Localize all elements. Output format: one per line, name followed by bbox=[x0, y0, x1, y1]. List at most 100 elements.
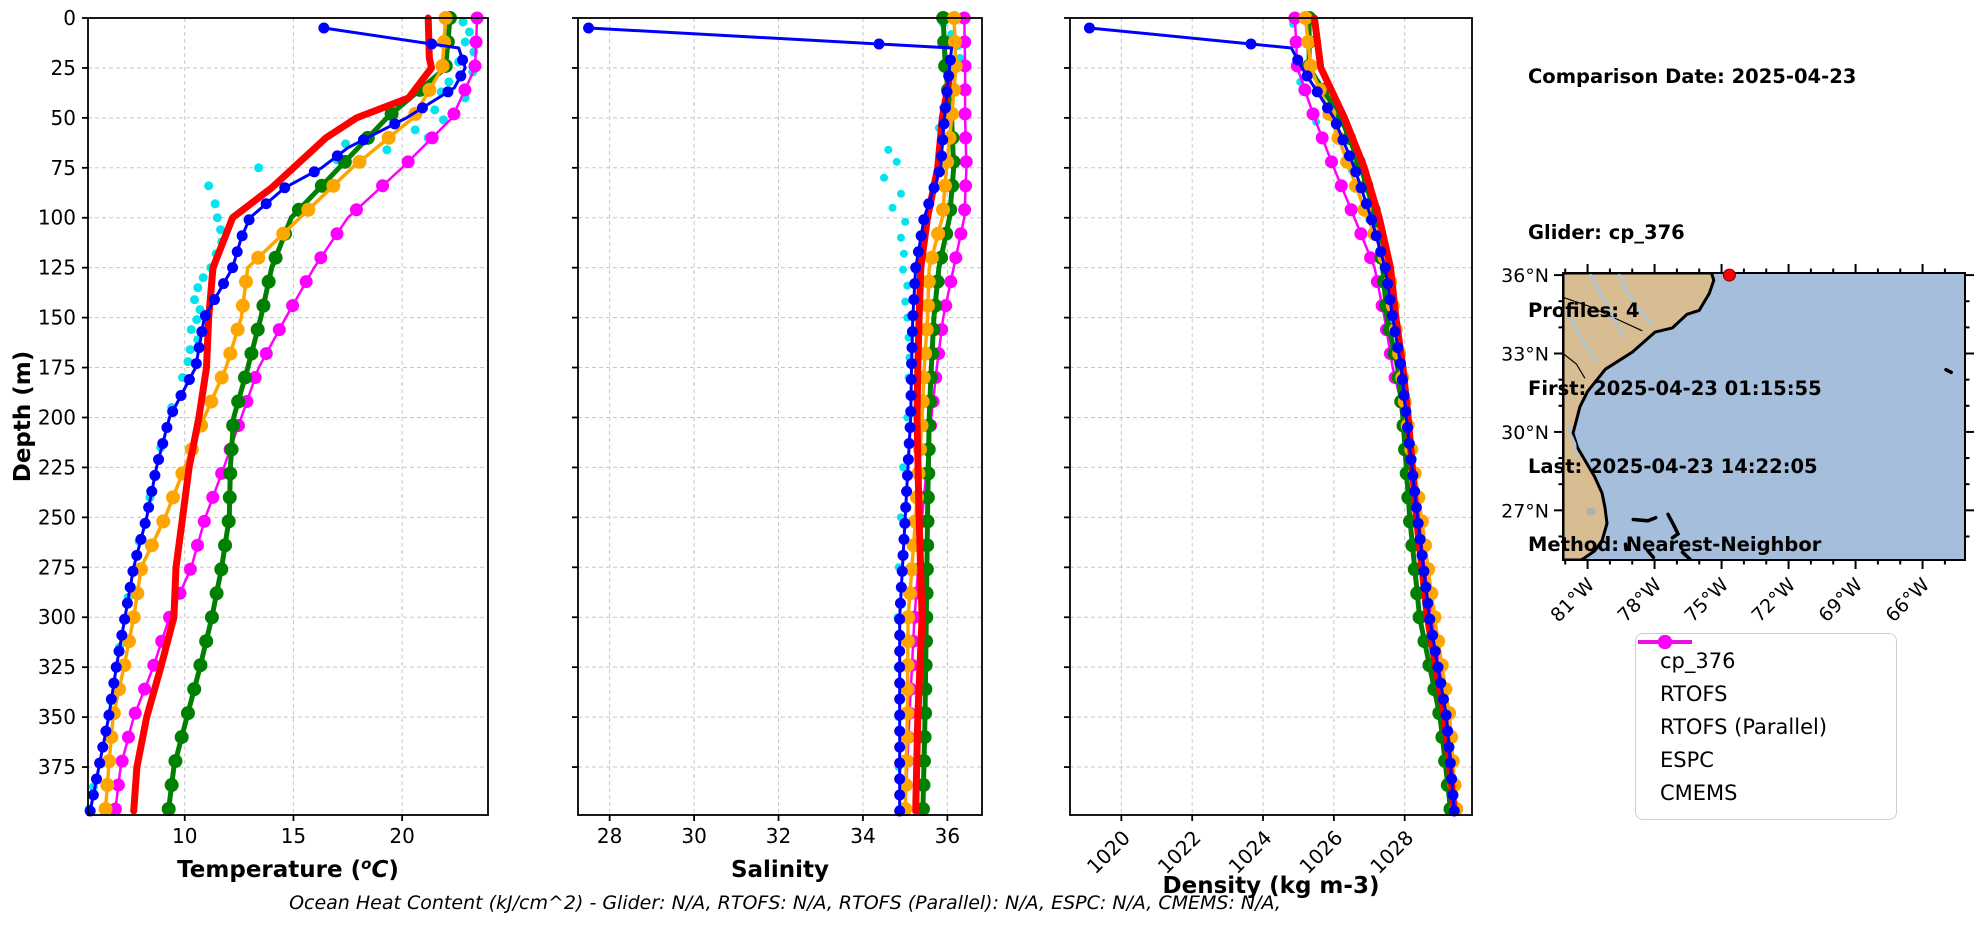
series-marker bbox=[1350, 166, 1362, 178]
series-marker bbox=[230, 322, 245, 337]
glider-raw-point bbox=[901, 297, 910, 306]
series-marker bbox=[199, 634, 214, 649]
series-marker bbox=[135, 533, 147, 545]
series-marker bbox=[193, 658, 208, 673]
series-marker bbox=[119, 613, 131, 625]
map-lat-label: 33°N bbox=[1501, 344, 1549, 366]
series-marker bbox=[1427, 629, 1439, 641]
series-marker bbox=[908, 294, 920, 306]
glider-raw-point bbox=[444, 77, 454, 87]
glider-raw-point bbox=[185, 345, 195, 355]
series-marker bbox=[1375, 246, 1387, 258]
series-marker bbox=[939, 102, 951, 114]
series-marker bbox=[1315, 131, 1329, 145]
series-marker bbox=[1403, 437, 1415, 449]
series-marker bbox=[90, 773, 102, 785]
series-marker bbox=[381, 130, 396, 145]
plot-frame bbox=[577, 17, 983, 816]
series-marker bbox=[1440, 709, 1452, 721]
y-tick-label: 225 bbox=[38, 455, 76, 479]
x-tick-label: 32 bbox=[766, 824, 791, 848]
glider-raw-point bbox=[198, 273, 208, 283]
ohc-footnote: Ocean Heat Content (kJ/cm^2) - Glider: N… bbox=[289, 892, 1281, 914]
series-marker bbox=[457, 54, 469, 66]
series-marker bbox=[204, 610, 219, 625]
series-marker bbox=[905, 390, 917, 402]
x-tick-label: 28 bbox=[597, 824, 622, 848]
series-marker bbox=[224, 442, 239, 457]
series-marker bbox=[330, 227, 344, 241]
series-marker bbox=[935, 202, 950, 217]
series-marker bbox=[1370, 230, 1382, 242]
series-marker bbox=[1355, 182, 1367, 194]
x-tick-label: 34 bbox=[850, 824, 875, 848]
x-tick-label: 10 bbox=[172, 824, 197, 848]
series-marker bbox=[1392, 342, 1404, 354]
series-marker bbox=[326, 178, 341, 193]
series-marker bbox=[1292, 54, 1304, 66]
series-marker bbox=[906, 358, 918, 370]
series-marker bbox=[1354, 227, 1368, 241]
series-marker bbox=[218, 278, 230, 290]
series-marker bbox=[190, 538, 204, 552]
series-marker bbox=[894, 741, 906, 753]
legend-label: cp_376 bbox=[1660, 648, 1736, 673]
glider-raw-point bbox=[892, 157, 901, 166]
series-marker bbox=[1298, 83, 1312, 97]
info-spacer bbox=[1528, 142, 1856, 168]
series-marker bbox=[936, 150, 948, 162]
series-marker bbox=[87, 789, 99, 801]
series-marker bbox=[223, 466, 238, 481]
series-marker bbox=[1394, 358, 1406, 370]
series-marker bbox=[1410, 501, 1422, 513]
series-marker bbox=[299, 275, 313, 289]
glider-raw-point bbox=[410, 125, 420, 135]
series-marker bbox=[98, 802, 113, 817]
series-marker bbox=[103, 709, 115, 721]
series-marker bbox=[959, 179, 973, 193]
glider-raw-point bbox=[210, 199, 220, 209]
map-lat-label: 30°N bbox=[1501, 422, 1549, 444]
series-marker bbox=[156, 514, 171, 529]
y-tick-label: 75 bbox=[51, 156, 76, 180]
series-marker bbox=[164, 778, 179, 793]
map-island bbox=[1680, 550, 1693, 560]
series-marker bbox=[959, 155, 973, 169]
series-marker bbox=[1444, 757, 1456, 769]
series-marker bbox=[916, 778, 931, 793]
series-marker bbox=[127, 565, 139, 577]
series-marker bbox=[902, 586, 917, 601]
series-marker bbox=[939, 299, 953, 313]
glider-raw-point bbox=[204, 181, 214, 191]
glider-raw-point bbox=[382, 145, 392, 155]
map-island bbox=[1646, 549, 1656, 560]
x-tick-label: 20 bbox=[389, 824, 414, 848]
series-marker bbox=[958, 35, 972, 49]
series-marker bbox=[121, 730, 135, 744]
panel-temperature-c: 0 25 50 75 100 125 150 175 200 225 250 275 300 325 350… bbox=[38, 6, 489, 883]
legend-label: RTOFS (Parallel) bbox=[1660, 714, 1828, 739]
info-panel: Comparison Date: 2025-04-23 Glider: cp_3… bbox=[1528, 12, 1856, 610]
glider-name-text: Glider: cp_376 bbox=[1528, 221, 1685, 244]
map-island bbox=[1666, 512, 1681, 540]
series-marker bbox=[167, 406, 179, 418]
legend-label: RTOFS bbox=[1660, 681, 1728, 706]
series-marker bbox=[218, 538, 233, 553]
series-marker bbox=[915, 230, 927, 242]
series-marker bbox=[126, 610, 141, 625]
map-river bbox=[1588, 273, 1626, 339]
series-marker bbox=[1360, 198, 1372, 210]
series-marker bbox=[250, 322, 265, 337]
series-marker bbox=[894, 693, 906, 705]
glider-raw-point bbox=[186, 325, 196, 335]
series-marker bbox=[1245, 38, 1257, 50]
series-marker bbox=[1382, 278, 1394, 290]
glider-raw-point bbox=[888, 203, 897, 212]
series-marker bbox=[894, 645, 906, 657]
series-marker bbox=[94, 757, 106, 769]
series-marker bbox=[1420, 581, 1432, 593]
series-marker bbox=[208, 294, 220, 306]
series-marker bbox=[1418, 565, 1430, 577]
